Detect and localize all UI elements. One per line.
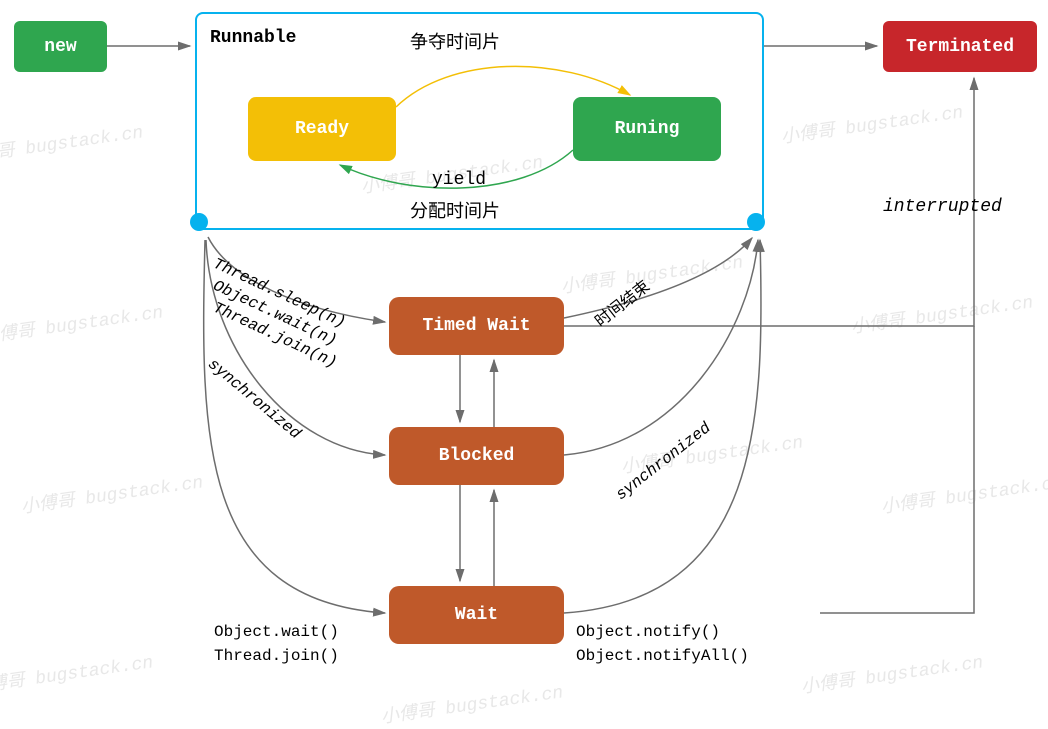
node-new: new — [14, 21, 107, 72]
node-timedwait: Timed Wait — [389, 297, 564, 355]
label-obj-wait: Object.wait() — [214, 623, 339, 641]
label-compete: 争夺时间片 — [410, 28, 500, 54]
node-ready: Ready — [248, 97, 396, 161]
runnable-title: Runnable — [210, 28, 296, 48]
label-time-end: 时间结束 — [589, 273, 654, 331]
watermark: 小傅哥 bugstack.cn — [879, 467, 1048, 518]
watermark: 小傅哥 bugstack.cn — [379, 677, 564, 728]
watermark: 小傅哥 bugstack.cn — [0, 117, 145, 168]
watermark: 小傅哥 bugstack.cn — [849, 287, 1034, 338]
label-sync-right: synchronized — [612, 419, 714, 504]
label-interrupted: interrupted — [883, 197, 1002, 217]
label-allocate: 分配时间片 — [410, 197, 500, 223]
watermark: 小傅哥 bugstack.cn — [0, 647, 155, 698]
node-blocked: Blocked — [389, 427, 564, 485]
port-left-dot — [190, 213, 208, 231]
node-wait: Wait — [389, 586, 564, 644]
label-obj-notify: Object.notify() — [576, 623, 720, 641]
node-running: Runing — [573, 97, 721, 161]
label-thread-join: Thread.join() — [214, 647, 339, 665]
watermark: 小傅哥 bugstack.cn — [799, 647, 984, 698]
watermark: 小傅哥 bugstack.cn — [0, 297, 165, 348]
node-terminated: Terminated — [883, 21, 1037, 72]
port-right-dot — [747, 213, 765, 231]
watermark: 小傅哥 bugstack.cn — [779, 97, 964, 148]
label-obj-notifyall: Object.notifyAll() — [576, 647, 749, 665]
label-yield: yield — [432, 170, 486, 190]
watermark: 小傅哥 bugstack.cn — [19, 467, 204, 518]
label-sync-left: synchronized — [204, 355, 304, 443]
